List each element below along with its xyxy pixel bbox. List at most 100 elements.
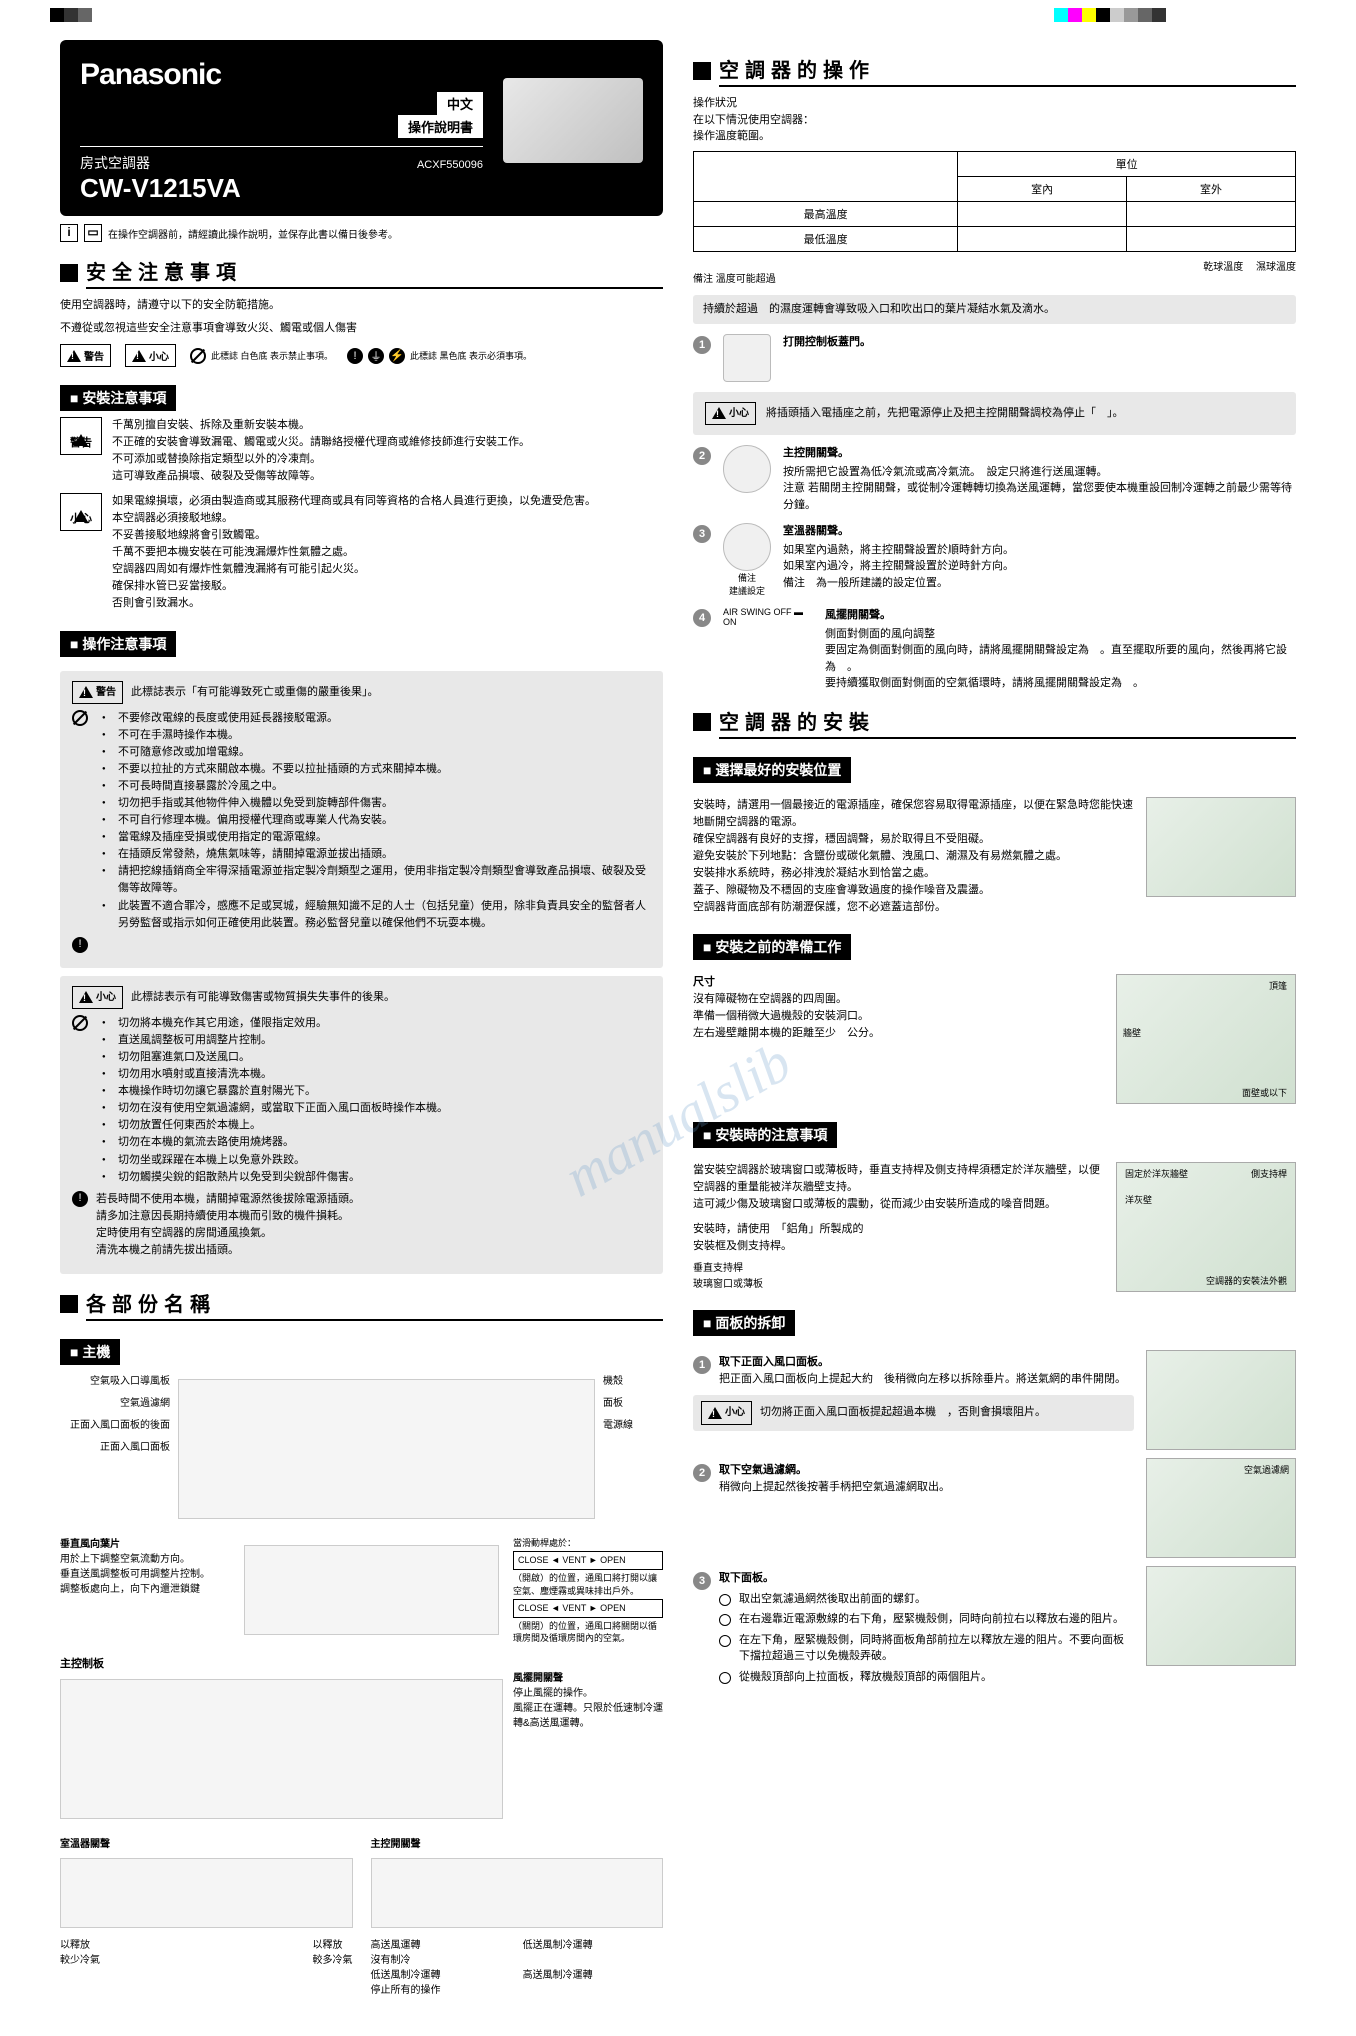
caution-item: 切勿阻塞進氣口及送風口。 <box>110 1049 651 1066</box>
label-air-inlet: 空氣吸入口導風板 <box>60 1371 170 1393</box>
air-swing-switch: AIR SWING OFF ▬ ON <box>723 607 813 627</box>
remove1-title: 取下正面入風口面板。 <box>719 1356 829 1368</box>
caution-item: 本機操作時切勿讓它暴露於直射陽光下。 <box>110 1083 651 1100</box>
caution-item: 切勿觸摸尖銳的鋁散熱片以免受到尖銳部件傷害。 <box>110 1169 651 1186</box>
remove3-step: 在左下角，壓緊機殼側，同時將面板角部前拉左以釋放左邊的阻片。不要向面板下擋拉超過… <box>739 1632 1134 1665</box>
slider-at-label: 當滑動桿處於： <box>513 1537 663 1550</box>
remove3-title: 取下面板。 <box>719 1572 774 1584</box>
prep-title: 安裝之前的準備工作 <box>693 934 851 960</box>
label-air-filter: 空氣過濾網 <box>60 1393 170 1415</box>
step4-title: 風擺開關聲。 <box>825 607 1296 624</box>
slider-open-desc: （開啟）的位置，通風口將打開以讓空氣、塵煙霧或異味排出戶外。 <box>513 1572 663 1597</box>
remove-panel-title: 面板的拆卸 <box>693 1310 795 1336</box>
plug-caution-box: 小心 將插頭插入電插座之前，先把電源停止及把主控開關聲調校為停止「 」。 <box>693 392 1296 436</box>
install-warning-text: 千萬別擅自安裝、拆除及重新安裝本機。 不正確的安裝會導致漏電、觸電或火災。請聯絡… <box>112 417 663 485</box>
step2-title: 主控開關聲。 <box>783 445 1296 462</box>
main-ctrl-label: 主控開關聲 <box>371 1839 421 1850</box>
warn-item: 在插頭反常發熱，燒焦氣味等，請關掉電源並拔出插頭。 <box>110 846 651 863</box>
vane-desc: 用於上下調整空氣流動方向。 垂直送風調整板可用調整片控制。 調整板處向上，向下內… <box>60 1552 230 1597</box>
section-operation: 空調器的操作 <box>693 54 1296 87</box>
product-image <box>503 78 643 163</box>
warn-item: 切勿把手指或其他物件伸入機體以免受到旋轉部件傷害。 <box>110 795 651 812</box>
slider-indicator: CLOSE ◄ VENT ► OPEN <box>513 1551 663 1570</box>
warn-item: 此裝置不適合罪冷，感應不足或冥城，經驗無知識不足的人士（包括兒童）使用，除非負責… <box>110 898 651 932</box>
plug-icon: ⚡ <box>389 348 405 364</box>
caution-item: 切勿將本機充作其它用途，僅限指定效用。 <box>110 1015 651 1032</box>
remove3-step: 從機殼頂部向上拉面板，釋放機殼頂部的兩個阻片。 <box>739 1669 992 1686</box>
thermo-warm: 以釋放 較多冷氣 <box>313 1936 353 1966</box>
product-code: ACXF550096 <box>417 159 483 171</box>
dry-bulb-label: 乾球溫度 <box>1203 262 1243 273</box>
humidity-warning: 持續於超過 的濕度運轉會導致吸入口和吹出口的葉片凝結水氣及滴水。 <box>693 295 1296 324</box>
position-desc: 安裝時，請選用一個最接近的電源插座，確保您容易取得電源插座，以便在緊急時您能快速… <box>693 797 1134 916</box>
step-4-number: 4 <box>693 609 711 627</box>
control-cover-icon <box>723 334 771 382</box>
lo-fan: 低送風制冷運轉 停止所有的操作 <box>371 1966 511 1996</box>
prep-size-label: 尺寸 <box>693 976 715 988</box>
remove2-title: 取下空氣過濾網。 <box>719 1464 807 1476</box>
wet-bulb-label: 濕球溫度 <box>1256 262 1296 273</box>
caution-triangle-icon <box>132 350 146 362</box>
operating-temp-table: 單位 室內室外 最高溫度 最低溫度 <box>693 151 1296 252</box>
remove-step-1: 1 <box>693 1356 711 1374</box>
caution-item: 直送風調整板可用調整片控制。 <box>110 1032 651 1049</box>
hi-cool: 高送風制冷運轉 <box>523 1966 663 1996</box>
required-icon: ! <box>347 348 363 364</box>
caution-grey-box: 小心 此標誌表示有可能導致傷害或物質損失失事件的後果。 切勿將本機充作其它用途，… <box>60 976 663 1274</box>
lo-cool: 低送風制冷運轉 <box>523 1936 663 1966</box>
remove2-desc: 稍微向上提起然後按著手柄把空氣過濾網取出。 <box>719 1479 950 1496</box>
hi-fan: 高送風運轉 沒有制冷 <box>371 1936 511 1966</box>
main-unit-diagram <box>178 1379 595 1519</box>
label-vert-bar: 垂直支持桿 <box>693 1261 1104 1277</box>
remove3-diagram <box>1146 1566 1296 1666</box>
brand-logo: Panasonic <box>80 58 483 92</box>
remove1-diagram <box>1146 1350 1296 1450</box>
step3-title: 室溫器關聲。 <box>783 523 1296 540</box>
temp-note: 備注 溫度可能超過 <box>693 273 1296 287</box>
label-filter-pos: 正面入風口面板的後面 <box>60 1415 170 1437</box>
substep-bullet <box>719 1635 731 1647</box>
step2-desc: 按所需把它設置為低冷氣流或高冷氣流。 設定只將進行送風運轉。 注意 若關閉主控開… <box>783 464 1296 514</box>
install-notes-diagram: 固定於洋灰牆壁 側支持桿 洋灰壁 空調器的安裝法外觀 <box>1116 1162 1296 1292</box>
model-number: CW-V1215VA <box>80 173 241 204</box>
product-type: 房式空調器 <box>80 153 241 173</box>
warn-item: 當電線及插座受損或使用指定的電源電線。 <box>110 829 651 846</box>
install-caution-title: 安裝注意事項 <box>60 385 176 411</box>
warning-triangle-icon <box>67 350 81 362</box>
warn-item: 不可在手濕時操作本機。 <box>110 727 651 744</box>
substep-bullet <box>719 1672 731 1684</box>
thermo-cool: 以釋放 較少冷氣 <box>60 1936 100 1966</box>
remove1-caution: 切勿將正面入風口面板提起超過本機 ，否則會損壞阻片。 <box>760 1404 1046 1421</box>
install-notes-desc: 當安裝空調器於玻璃窗口或薄板時，垂直支持桿及側支持桿須穩定於洋灰牆壁，以便空調器… <box>693 1162 1104 1213</box>
safety-intro2: 不遵從或忽視這些安全注意事項會導致火災、觸電或個人傷害 <box>60 320 663 337</box>
prohibit-icon <box>72 710 88 726</box>
op-intro: 操作狀況 在以下情況使用空調器： 操作溫度範圍。 <box>693 95 1296 145</box>
prep-diagram: 頂篷 牆壁 面壁或以下 <box>1116 974 1296 1104</box>
step3-sub: 備注 建議設定 <box>723 571 771 597</box>
caution-label: 小心 <box>60 493 102 531</box>
remove3-step: 在右邊靠近電源敷線的右下角，壓緊機殼側，同時向前拉右以釋放右邊的阻片。 <box>739 1611 1124 1628</box>
pre-read-note: i ▭ 在操作空調器前，請經讀此操作說明，並保存此書以備日後參考。 <box>60 224 663 242</box>
info-icon: i <box>60 224 78 242</box>
label-glass: 玻璃窗口或薄板 <box>693 1277 1104 1293</box>
caution-item: 切勿在本機的氣流去路使用燒烤器。 <box>110 1134 651 1151</box>
remove3-step: 取出空氣濾過網然後取出前面的螺釘。 <box>739 1591 926 1608</box>
position-title: 選擇最好的安裝位置 <box>693 757 851 783</box>
warn-item: 不可隨意修改或加增電線。 <box>110 744 651 761</box>
slider-close-desc: （關閉）的位置，通風口將關閉以循環房間及循環房間內的空氣。 <box>513 1620 663 1645</box>
label-power-cord: 電源線 <box>603 1415 663 1437</box>
fan-swing-title: 風擺開關聲 <box>513 1673 563 1684</box>
substep-bullet <box>719 1614 731 1626</box>
remove1-desc: 把正面入風口面板向上提起大約 後稍微向左移以拆除垂片。將送氣網的串件開閉。 <box>719 1371 1126 1388</box>
warn-item: 不要以拉扯的方式來關啟本機。不要以拉扯插頭的方式來關掉本機。 <box>110 761 651 778</box>
vane-diagram <box>244 1545 499 1635</box>
step4-desc: 側面對側面的風向調整 要固定為側面對側面的風向時，請將風擺開關聲設定為 。直至擺… <box>825 626 1296 692</box>
step-1-number: 1 <box>693 336 711 354</box>
main-control-dial-icon <box>723 445 771 493</box>
label-cabinet: 機殼 <box>603 1371 663 1393</box>
warn-item: 不可自行修理本機。偏用授權代理商或專業人代為安裝。 <box>110 812 651 829</box>
legend-row: 警告 小心 此標誌 白色底 表示禁止事項。 !⏚⚡此標誌 黑色底 表示必須事項。 <box>60 344 663 367</box>
thermostat-dial-icon <box>723 523 771 571</box>
operation-caution-title: 操作注意事項 <box>60 631 176 657</box>
remove-step-3: 3 <box>693 1572 711 1590</box>
